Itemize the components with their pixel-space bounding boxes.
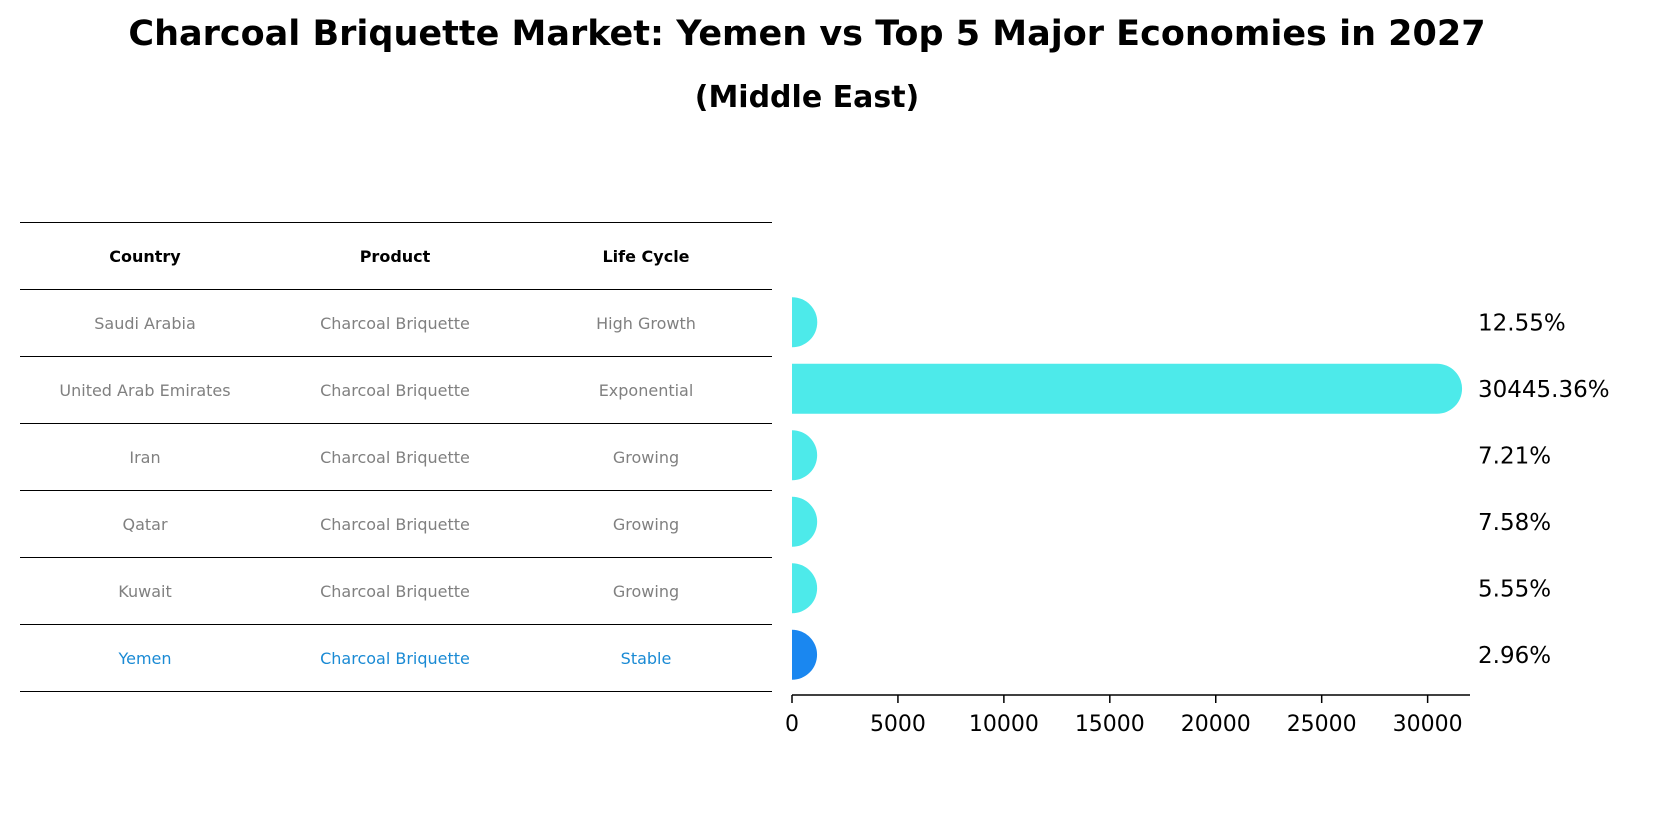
x-tick-label: 15000	[1075, 712, 1145, 737]
bar-value-label: 5.55%	[1478, 576, 1551, 602]
bar-group	[792, 297, 1463, 680]
cell-life-cycle: High Growth	[596, 313, 696, 333]
x-tick-label: 10000	[969, 712, 1039, 737]
x-tick-label: 25000	[1287, 712, 1357, 737]
x-tick-label: 5000	[870, 712, 926, 737]
header-life-cycle: Life Cycle	[602, 246, 690, 266]
cell-product: Charcoal Briquette	[320, 313, 470, 333]
bar-value-label: 7.58%	[1478, 510, 1551, 536]
table-row: Kuwait Charcoal Briquette Growing	[20, 557, 772, 624]
value-label-group: 12.55% 30445.36% 7.21% 7.58% 5.55% 2.96%	[1478, 310, 1610, 669]
cell-product: Charcoal Briquette	[320, 648, 470, 668]
table-header-row: Country Product Life Cycle	[20, 222, 772, 289]
bar-saudi-arabia	[792, 297, 818, 348]
cell-country: Kuwait	[118, 581, 172, 601]
bar-qatar	[792, 496, 818, 547]
x-tick-label: 30000	[1393, 712, 1463, 737]
cell-country: United Arab Emirates	[59, 380, 231, 400]
cell-country: Iran	[129, 447, 161, 467]
cell-product: Charcoal Briquette	[320, 514, 470, 534]
bar-yemen	[792, 629, 818, 680]
chart-title: Charcoal Briquette Market: Yemen vs Top …	[128, 14, 1486, 54]
cell-country: Yemen	[118, 648, 172, 668]
cell-life-cycle: Growing	[612, 447, 680, 467]
bar-value-label: 30445.36%	[1478, 377, 1610, 403]
table-row: Iran Charcoal Briquette Growing	[20, 423, 772, 490]
table-row: United Arab Emirates Charcoal Briquette …	[20, 356, 772, 423]
table-row-highlighted: Yemen Charcoal Briquette Stable	[20, 624, 772, 692]
bar-iran	[792, 430, 818, 481]
table-row: Saudi Arabia Charcoal Briquette High Gro…	[20, 289, 772, 356]
bar-kuwait	[792, 563, 818, 614]
chart-subtitle: (Middle East)	[694, 80, 920, 115]
cell-product: Charcoal Briquette	[320, 581, 470, 601]
bar-value-label: 12.55%	[1478, 310, 1566, 336]
cell-country: Qatar	[122, 514, 168, 534]
bar-value-label: 2.96%	[1478, 643, 1551, 669]
x-tick-label: 20000	[1181, 712, 1251, 737]
table-row: Qatar Charcoal Briquette Growing	[20, 490, 772, 557]
header-country: Country	[109, 246, 181, 266]
cell-life-cycle: Stable	[620, 648, 672, 668]
x-tick-label: 0	[785, 712, 799, 737]
x-axis-ticks: 0 5000 10000 15000 20000 25000 30000	[785, 695, 1463, 737]
cell-life-cycle: Growing	[612, 514, 680, 534]
cell-product: Charcoal Briquette	[320, 447, 470, 467]
cell-product: Charcoal Briquette	[320, 380, 470, 400]
cell-life-cycle: Exponential	[598, 380, 694, 400]
header-product: Product	[359, 246, 431, 266]
cell-country: Saudi Arabia	[94, 313, 196, 333]
bar-united-arab-emirates	[792, 363, 1463, 414]
bar-value-label: 7.21%	[1478, 443, 1551, 469]
cell-life-cycle: Growing	[612, 581, 680, 601]
data-table: Country Product Life Cycle Saudi Arabia …	[20, 222, 772, 692]
